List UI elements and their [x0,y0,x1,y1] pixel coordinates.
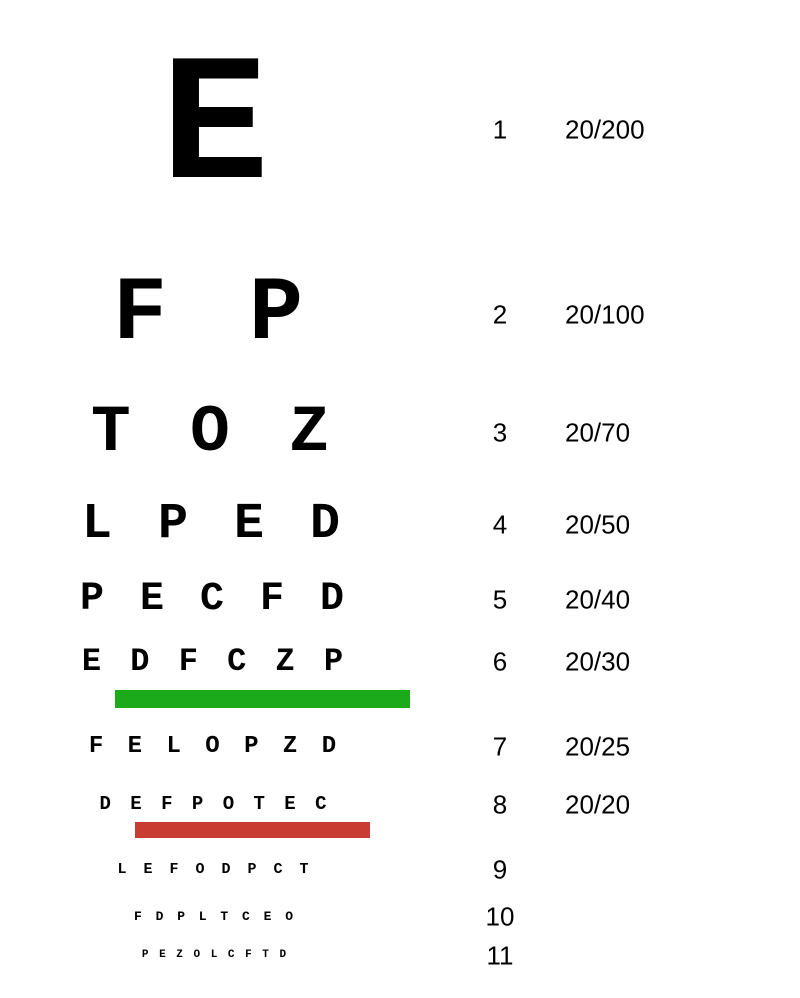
row-line-number: 9 [470,854,530,885]
row-acuity: 20/20 [565,789,685,820]
row-letters: F P [0,270,430,360]
row-line-number: 2 [470,300,530,331]
row-letters: P E Z O L C F T D [0,950,430,961]
row-letters: L E F O D P C T [0,862,430,877]
chart-row-8: D E F P O T E C820/20 [0,795,800,814]
chart-row-10: F D P L T C E O10 [0,910,800,923]
reference-bar-after-line-8 [135,822,370,838]
row-acuity: 20/50 [565,510,685,541]
row-line-number: 8 [470,789,530,820]
row-line-number: 6 [470,647,530,678]
chart-row-6: E D F C Z P 6 20/30 [0,646,800,678]
row-letters: E D F C Z P [0,646,430,678]
row-line-number: 3 [470,418,530,449]
row-letters: L P E D [0,500,430,550]
row-acuity: 20/40 [565,585,685,616]
chart-row-7: F E L O P Z D720/25 [0,735,800,759]
row-letters: E [0,40,430,220]
chart-row-1: E 1 20/200 [0,40,800,220]
row-letters: P E C F D [0,580,430,620]
row-acuity: 20/200 [565,115,685,146]
row-line-number: 7 [470,732,530,763]
row-letters: F E L O P Z D [0,735,430,759]
chart-row-3: T O Z 3 20/70 [0,400,800,466]
row-line-number: 4 [470,510,530,541]
row-line-number: 1 [470,115,530,146]
chart-row-11: P E Z O L C F T D11 [0,950,800,961]
row-acuity: 20/30 [565,647,685,678]
row-line-number: 5 [470,585,530,616]
reference-bar-after-line-6 [115,690,410,708]
row-letters: F D P L T C E O [0,910,430,923]
row-letters: D E F P O T E C [0,795,430,814]
row-letters: T O Z [0,400,430,466]
chart-row-9: L E F O D P C T9 [0,862,800,877]
chart-row-2: F P 2 20/100 [0,270,800,360]
row-acuity: 20/25 [565,732,685,763]
row-acuity: 20/100 [565,300,685,331]
row-line-number: 11 [470,940,530,971]
row-line-number: 10 [470,901,530,932]
chart-row-4: L P E D 4 20/50 [0,500,800,550]
snellen-eye-chart: E 1 20/200 F P 2 20/100 T O Z 3 20/70 L P E D 4 20/… [0,0,800,998]
chart-row-5: P E C F D 5 20/40 [0,580,800,620]
row-acuity: 20/70 [565,418,685,449]
